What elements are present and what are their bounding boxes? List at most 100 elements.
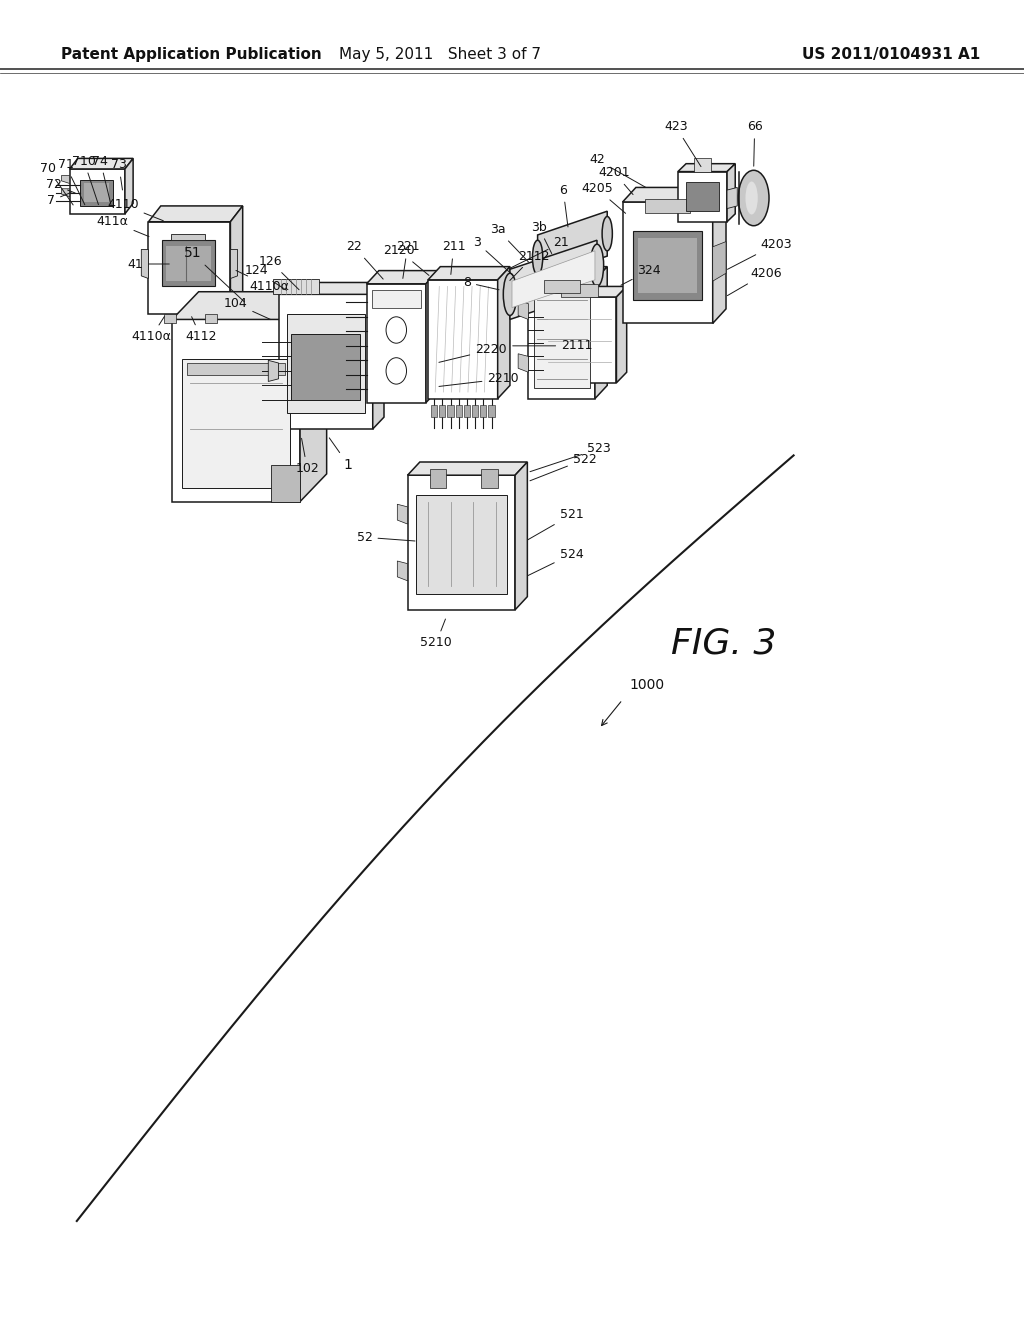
Text: 411α: 411α: [96, 215, 148, 236]
Text: 524: 524: [527, 548, 584, 576]
Text: 4112: 4112: [185, 317, 216, 343]
Polygon shape: [498, 267, 510, 399]
Text: Patent Application Publication: Patent Application Publication: [61, 46, 323, 62]
Polygon shape: [172, 319, 300, 502]
Polygon shape: [172, 292, 327, 319]
Ellipse shape: [590, 244, 603, 286]
Polygon shape: [426, 271, 438, 403]
Text: 102: 102: [295, 438, 319, 475]
Polygon shape: [439, 405, 445, 417]
Ellipse shape: [504, 273, 516, 315]
Polygon shape: [408, 475, 515, 610]
Polygon shape: [416, 495, 507, 594]
Polygon shape: [623, 202, 713, 323]
Polygon shape: [616, 286, 627, 383]
Polygon shape: [633, 231, 702, 300]
Polygon shape: [534, 293, 590, 388]
Text: 126: 126: [258, 255, 299, 290]
Polygon shape: [273, 279, 319, 294]
Text: 4201: 4201: [599, 166, 633, 194]
Text: 66: 66: [746, 120, 763, 166]
Polygon shape: [230, 249, 238, 279]
Polygon shape: [638, 238, 697, 293]
Polygon shape: [287, 314, 365, 413]
Polygon shape: [141, 249, 148, 279]
Polygon shape: [713, 187, 726, 323]
Text: 211: 211: [441, 240, 466, 275]
Text: 71: 71: [57, 158, 85, 205]
Polygon shape: [148, 222, 230, 314]
Polygon shape: [727, 164, 735, 222]
Polygon shape: [595, 267, 607, 399]
Polygon shape: [678, 164, 735, 172]
Text: 74: 74: [92, 154, 111, 205]
Polygon shape: [271, 465, 300, 502]
Polygon shape: [488, 405, 495, 417]
Ellipse shape: [602, 216, 612, 251]
Polygon shape: [544, 280, 580, 293]
Text: 523: 523: [530, 442, 611, 471]
Polygon shape: [510, 240, 597, 319]
Text: 6: 6: [559, 183, 568, 227]
Text: 4203: 4203: [727, 238, 792, 269]
Polygon shape: [431, 405, 437, 417]
Polygon shape: [397, 561, 408, 581]
Polygon shape: [430, 469, 446, 488]
Text: 2220: 2220: [439, 343, 507, 363]
Text: 1: 1: [330, 438, 352, 471]
Polygon shape: [408, 462, 527, 475]
Polygon shape: [428, 280, 498, 399]
Polygon shape: [456, 405, 462, 417]
Text: 1000: 1000: [630, 678, 665, 692]
Text: 710: 710: [72, 154, 98, 205]
Text: 72: 72: [46, 178, 75, 193]
Polygon shape: [480, 405, 486, 417]
Text: 4110α: 4110α: [132, 317, 171, 343]
Text: 2210: 2210: [439, 372, 519, 387]
Text: May 5, 2011   Sheet 3 of 7: May 5, 2011 Sheet 3 of 7: [339, 46, 542, 62]
Text: 70: 70: [40, 162, 73, 205]
Ellipse shape: [532, 240, 543, 275]
Circle shape: [386, 317, 407, 343]
Text: 7: 7: [47, 193, 71, 207]
Polygon shape: [372, 290, 421, 308]
Circle shape: [386, 358, 407, 384]
Polygon shape: [291, 334, 360, 400]
Polygon shape: [727, 187, 737, 209]
Text: 104: 104: [223, 297, 271, 319]
Polygon shape: [528, 267, 607, 280]
Text: 4110: 4110: [108, 198, 163, 220]
Text: 2112: 2112: [510, 249, 549, 280]
Polygon shape: [230, 206, 243, 314]
Polygon shape: [162, 240, 215, 286]
Text: 41: 41: [127, 257, 169, 271]
Text: 324: 324: [621, 264, 662, 285]
Polygon shape: [428, 267, 510, 280]
Polygon shape: [464, 405, 470, 417]
Polygon shape: [538, 211, 607, 280]
Polygon shape: [543, 286, 627, 297]
Text: 4206: 4206: [727, 267, 781, 296]
Text: 5210: 5210: [420, 619, 453, 649]
Polygon shape: [518, 354, 528, 372]
Polygon shape: [367, 284, 426, 403]
Polygon shape: [187, 363, 285, 375]
Polygon shape: [694, 158, 711, 172]
Text: 4205: 4205: [581, 182, 626, 214]
Polygon shape: [561, 284, 598, 297]
Polygon shape: [481, 469, 498, 488]
Polygon shape: [80, 180, 113, 206]
Text: 124: 124: [244, 264, 287, 290]
Polygon shape: [61, 189, 70, 197]
Text: 2120: 2120: [384, 244, 429, 276]
Polygon shape: [279, 282, 384, 294]
Polygon shape: [70, 158, 133, 169]
Polygon shape: [171, 234, 205, 240]
Polygon shape: [518, 301, 528, 319]
Polygon shape: [205, 314, 217, 323]
Polygon shape: [61, 176, 70, 183]
Polygon shape: [367, 271, 438, 284]
Polygon shape: [268, 360, 279, 381]
Polygon shape: [512, 251, 595, 308]
Text: 423: 423: [664, 120, 701, 166]
